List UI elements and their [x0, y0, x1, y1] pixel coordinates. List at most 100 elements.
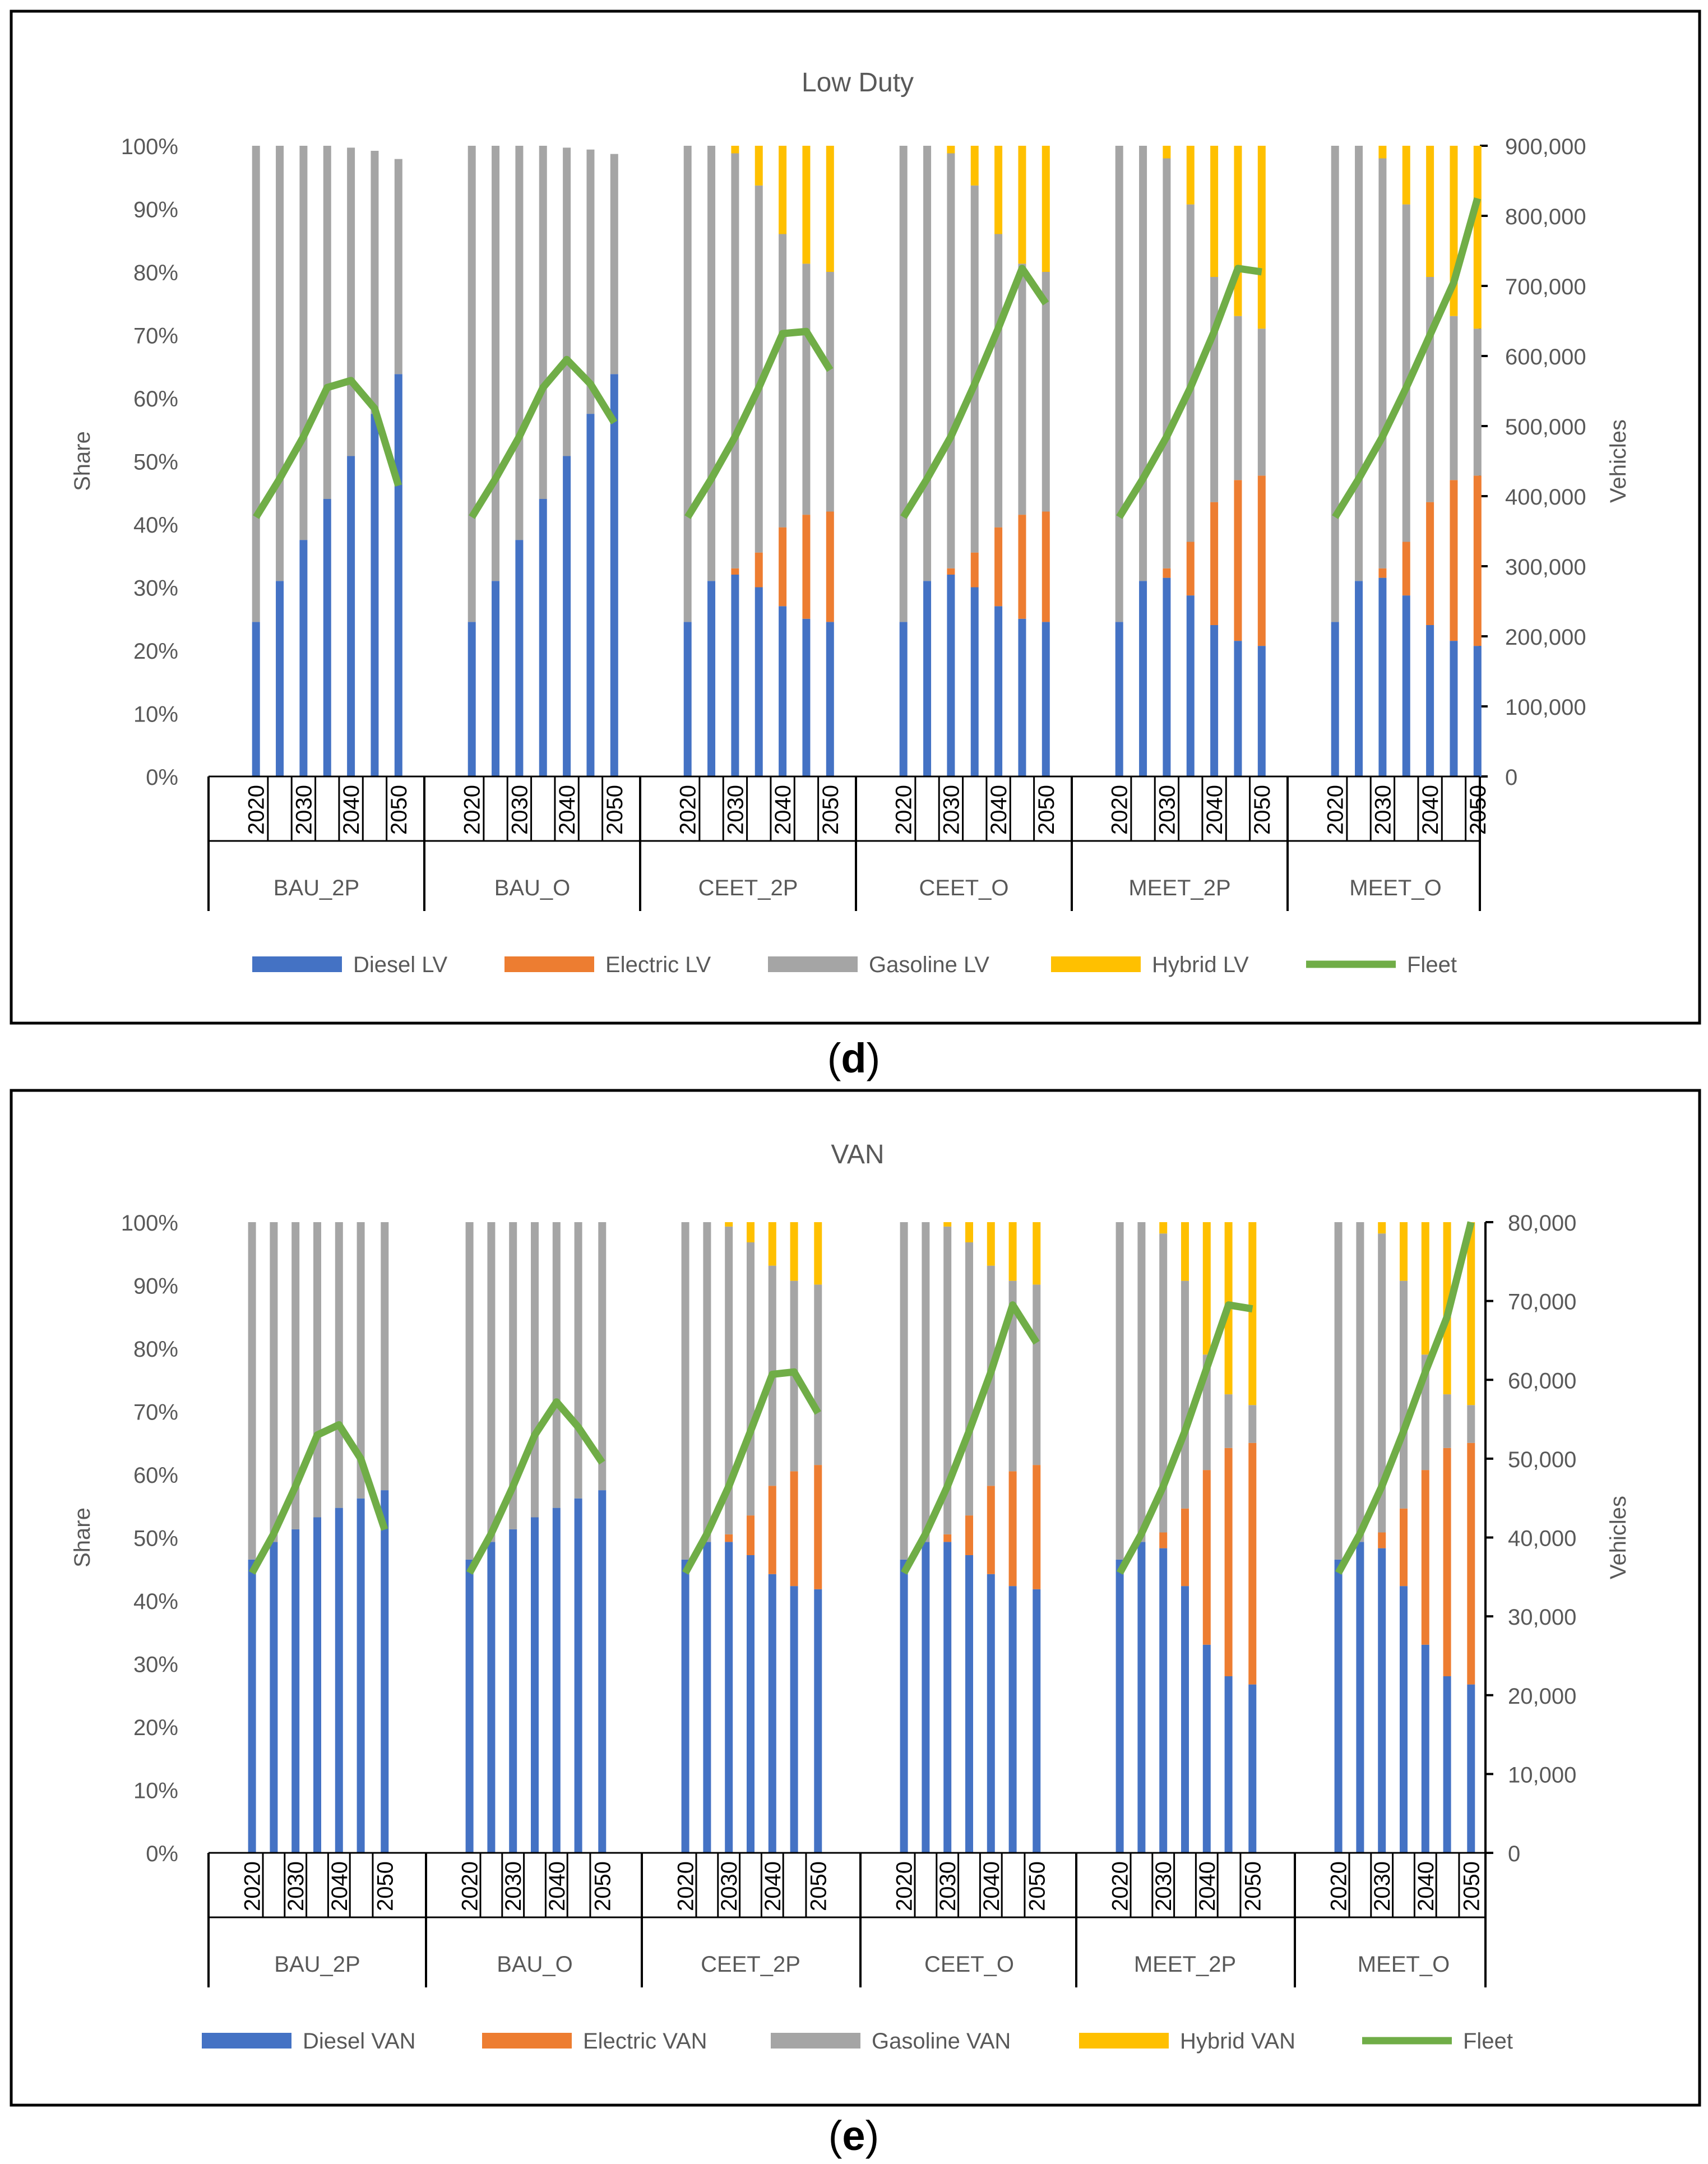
bar-segment-electric — [1008, 1471, 1017, 1587]
bar-segment-gasoline — [1008, 1280, 1017, 1472]
bar-segment-hybrid — [1402, 146, 1410, 205]
y-tick-label: 10% — [133, 1779, 178, 1804]
bar-segment-diesel — [725, 1542, 733, 1853]
bar-segment-hybrid — [994, 146, 1003, 234]
bar-segment-gasoline — [574, 1222, 582, 1499]
bar-segment-hybrid — [814, 1222, 822, 1285]
bar-segment-diesel — [994, 606, 1003, 776]
bar-segment-hybrid — [1018, 146, 1026, 264]
bar-segment-gasoline — [814, 1284, 822, 1465]
bar-segment-electric — [1181, 1508, 1189, 1587]
bar-segment-diesel — [802, 618, 811, 776]
x-tick-label: 2030 — [1151, 1861, 1176, 1911]
bar-segment-electric — [1443, 1448, 1451, 1676]
bar-segment-hybrid — [1008, 1222, 1017, 1281]
bar-segment-hybrid — [1400, 1222, 1408, 1281]
y2-tick-label: 700,000 — [1505, 275, 1586, 299]
x-tick-label: 2050 — [1034, 785, 1059, 835]
bar-segment-electric — [1159, 1532, 1168, 1548]
fleet-line — [682, 1368, 821, 1575]
bar-segment-diesel — [755, 587, 763, 776]
legend-swatch-electric — [504, 956, 594, 972]
bar-segment-diesel — [492, 581, 500, 776]
x-tick-label: 2050 — [387, 785, 411, 835]
y2-tick-label: 300,000 — [1505, 555, 1586, 580]
bar-segment-gasoline — [1210, 277, 1219, 502]
bar-segment-electric — [790, 1471, 798, 1587]
bar-segment-gasoline — [1443, 1394, 1451, 1448]
group-label: CEET_2P — [698, 876, 798, 900]
bar-segment-gasoline — [899, 146, 908, 622]
y-tick-label: 100% — [121, 1211, 178, 1236]
group-label: BAU_2P — [274, 1952, 360, 1977]
bar-segment-diesel — [1234, 641, 1242, 776]
y2-tick-label: 200,000 — [1505, 625, 1586, 650]
bar-segment-electric — [1234, 480, 1242, 641]
bar-segment-gasoline — [323, 146, 331, 499]
bar-segment-gasoline — [248, 1222, 256, 1560]
bar-segment-electric — [731, 568, 739, 575]
chart-e-plot: 0% 10% 20% 30% 40% 50% 60% 70% 80% 90% 100% 0 10,000… — [70, 1211, 1631, 2054]
x-tick-label: 2040 — [327, 1861, 352, 1911]
bar-segment-electric — [965, 1515, 973, 1555]
bar-segment-electric — [970, 552, 979, 588]
legend-swatch-diesel — [252, 956, 342, 972]
bar-segment-gasoline — [1355, 146, 1363, 581]
x-tick-label: 2040 — [1414, 1861, 1438, 1911]
bar-segment-gasoline — [335, 1222, 343, 1508]
bar-segment-diesel — [703, 1542, 711, 1853]
panel-e-letter: e — [842, 2112, 865, 2159]
bar-segment-gasoline — [381, 1222, 389, 1491]
bar-segment-diesel — [552, 1508, 561, 1853]
bar-segment-hybrid — [768, 1222, 776, 1266]
bar-segment-hybrid — [779, 146, 787, 234]
bar-segment-gasoline — [1042, 272, 1050, 512]
fleet-line — [466, 1398, 605, 1575]
bar-segment-diesel — [970, 587, 979, 776]
y2-tick-label: 30,000 — [1508, 1605, 1576, 1630]
bar-segment-hybrid — [1378, 146, 1387, 159]
bar-segment-hybrid — [1378, 1222, 1386, 1234]
bar-segment-diesel — [394, 374, 402, 776]
bar-segment-diesel — [323, 499, 331, 776]
legend-label: Fleet — [1463, 2029, 1513, 2054]
bar-segment-diesel — [598, 1490, 607, 1853]
bar-segment-electric — [779, 527, 787, 607]
bar-segment-diesel — [252, 622, 260, 776]
bar-segment-gasoline — [1334, 1222, 1343, 1560]
bar-segment-electric — [755, 552, 763, 588]
bar-segment-diesel — [586, 414, 595, 776]
bar-segment-gasoline — [1450, 316, 1458, 480]
bar-segment-diesel — [291, 1529, 300, 1853]
bar-segment-diesel — [371, 414, 379, 776]
bar-segment-diesel — [683, 622, 692, 776]
x-tick-label: 2020 — [244, 785, 269, 835]
fleet-line — [253, 377, 402, 519]
bar-segment-gasoline — [1159, 1233, 1168, 1533]
bar-segment-diesel — [1115, 1559, 1124, 1853]
bar-segment-diesel — [539, 499, 547, 776]
x-tick-label: 2040 — [1195, 1861, 1220, 1911]
bar-segment-gasoline — [509, 1222, 517, 1529]
bar-segment-electric — [1400, 1508, 1408, 1587]
y-tick-label: 90% — [133, 198, 178, 223]
bar-segment-diesel — [1378, 1548, 1386, 1853]
x-tick-label: 2050 — [1459, 1861, 1484, 1911]
bar-segment-diesel — [779, 606, 787, 776]
group-label: BAU_O — [497, 1952, 573, 1977]
y-tick-label: 50% — [133, 1527, 178, 1551]
bar-segment-gasoline — [731, 153, 739, 568]
y-tick-label: 60% — [133, 1463, 178, 1488]
x-tick-label: 2020 — [674, 1861, 698, 1911]
y-tick-label: 60% — [133, 387, 178, 411]
bar-segment-diesel — [574, 1498, 582, 1853]
bar-segment-diesel — [1450, 641, 1458, 776]
legend-label: Gasoline VAN — [872, 2029, 1011, 2054]
bar-segment-gasoline — [563, 147, 571, 456]
bar-segment-hybrid — [943, 1222, 952, 1227]
y-tick-label: 0% — [146, 1842, 178, 1866]
bar-segment-gasoline — [291, 1222, 300, 1529]
bar-segment-diesel — [1018, 618, 1026, 776]
x-tick-label: 2040 — [555, 785, 580, 835]
panel-d-title: Low Duty — [802, 68, 914, 98]
